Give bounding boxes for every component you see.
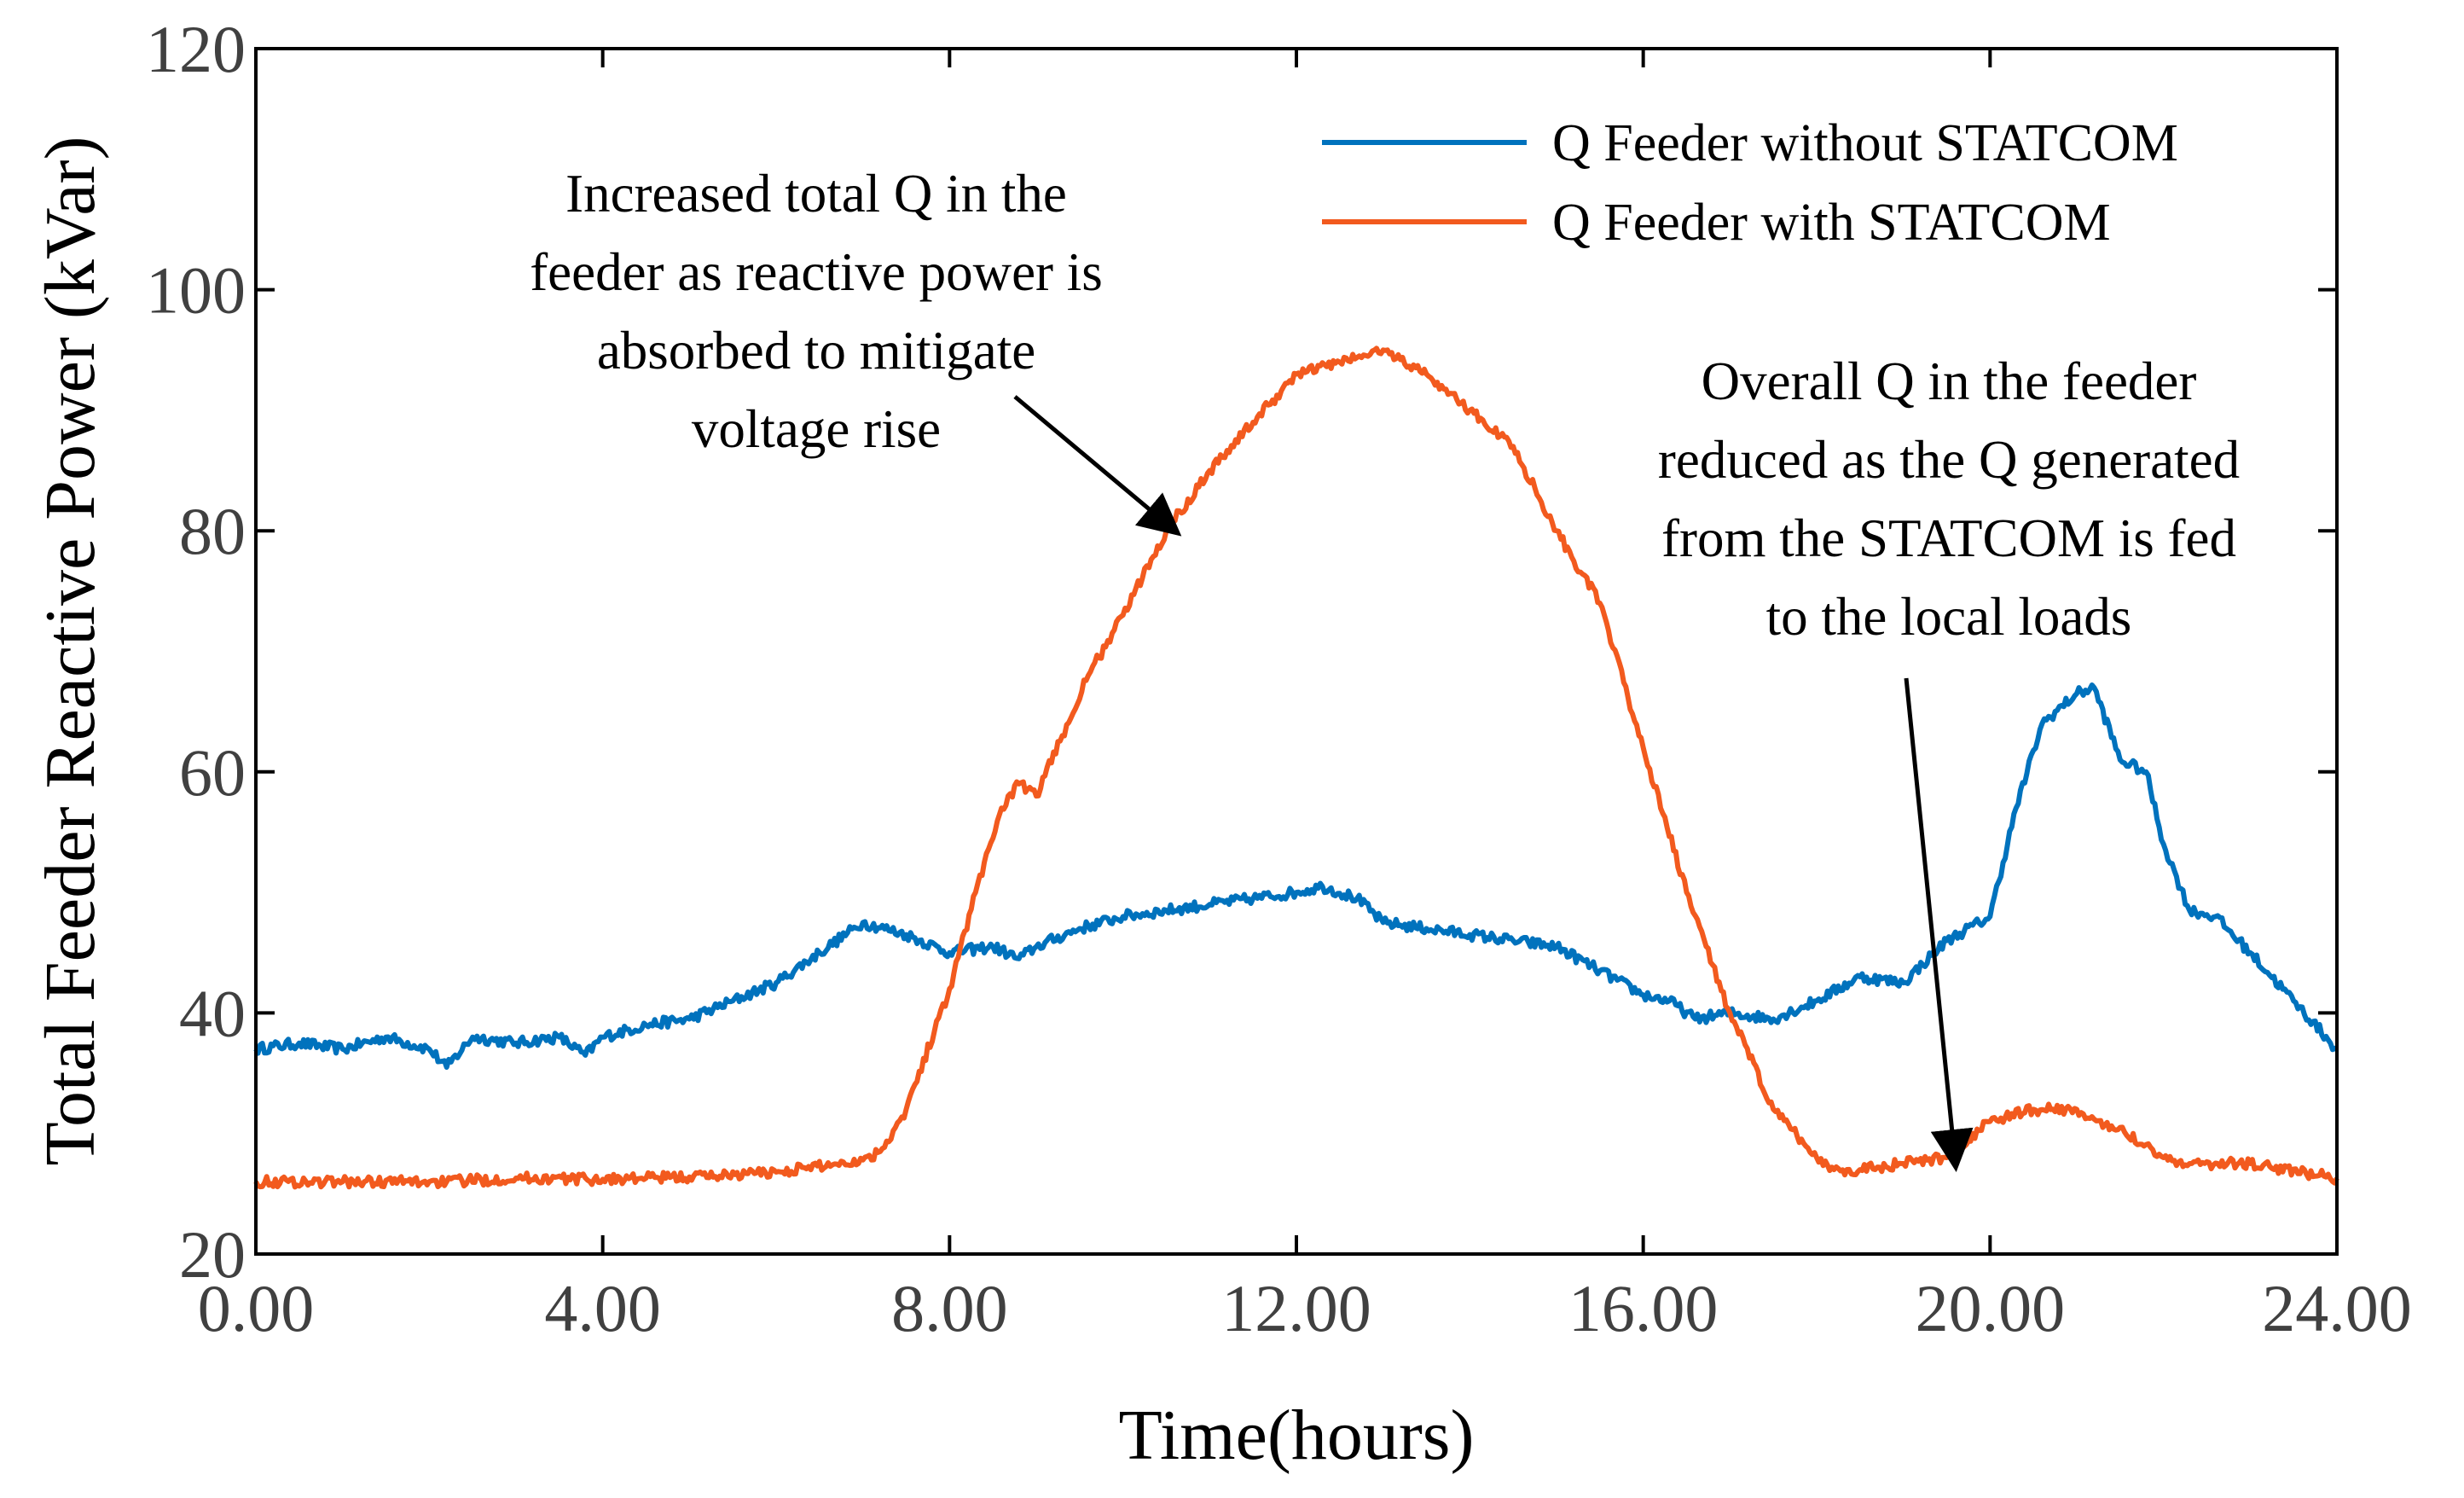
y-tick-label: 40 [179, 976, 246, 1050]
annotation-absorbed-arrow [1013, 395, 1182, 537]
annotation-absorbed-line-3: absorbed to mitigate [597, 321, 1035, 380]
annotation-absorbed-line-1: Increased total Q in the [565, 164, 1067, 224]
legend: Q Feeder without STATCOM Q Feeder with S… [1322, 114, 2178, 252]
annotation-absorbed-line-2: feeder as reactive power is [530, 242, 1103, 302]
annotation-reduced-line-2: reduced as the Q generated [1658, 430, 2240, 490]
x-tick-label: 24.00 [2262, 1271, 2412, 1345]
x-tick-label: 0.00 [198, 1271, 315, 1345]
annotation-reduced: Overall Q in the feeder reduced as the Q… [1658, 351, 2240, 1172]
annotation-reduced-line-3: from the STATCOM is fed [1661, 508, 2236, 568]
annotation-absorbed-line-4: voltage rise [692, 399, 941, 459]
series-with-statcom-line [253, 345, 2339, 1190]
y-tick-label: 100 [146, 253, 246, 328]
y-axis-title: Total Feeder Reactive Power (kVar) [31, 136, 110, 1166]
x-axis-title: Time(hours) [1119, 1396, 1475, 1475]
x-tick-label: 8.00 [891, 1271, 1008, 1345]
series-without-statcom-line [253, 682, 2339, 1070]
x-tick-label: 4.00 [544, 1271, 661, 1345]
y-tick-label: 20 [179, 1217, 246, 1292]
plot-area-background [256, 49, 2337, 1254]
y-tick-label: 120 [146, 12, 246, 86]
annotation-reduced-arrow [1904, 677, 1974, 1172]
ticks-layer: 0.00 4.00 8.00 12.00 16.00 20.00 24.00 20 40 60 80… [146, 12, 2412, 1345]
x-tick-label: 16.00 [1568, 1271, 1719, 1345]
annotation-reduced-line-4: to the local loads [1766, 587, 2132, 647]
legend-label-with-statcom: Q Feeder with STATCOM [1552, 194, 2111, 252]
y-tick-label: 60 [179, 735, 246, 810]
legend-label-without-statcom: Q Feeder without STATCOM [1552, 114, 2178, 172]
x-tick-label: 12.00 [1221, 1271, 1371, 1345]
x-tick-label: 20.00 [1916, 1271, 2066, 1345]
y-tick-label: 80 [179, 494, 246, 568]
series-layer [253, 345, 2339, 1190]
annotation-absorbed: Increased total Q in the feeder as react… [530, 164, 1182, 537]
annotation-reduced-line-1: Overall Q in the feeder [1702, 351, 2197, 411]
